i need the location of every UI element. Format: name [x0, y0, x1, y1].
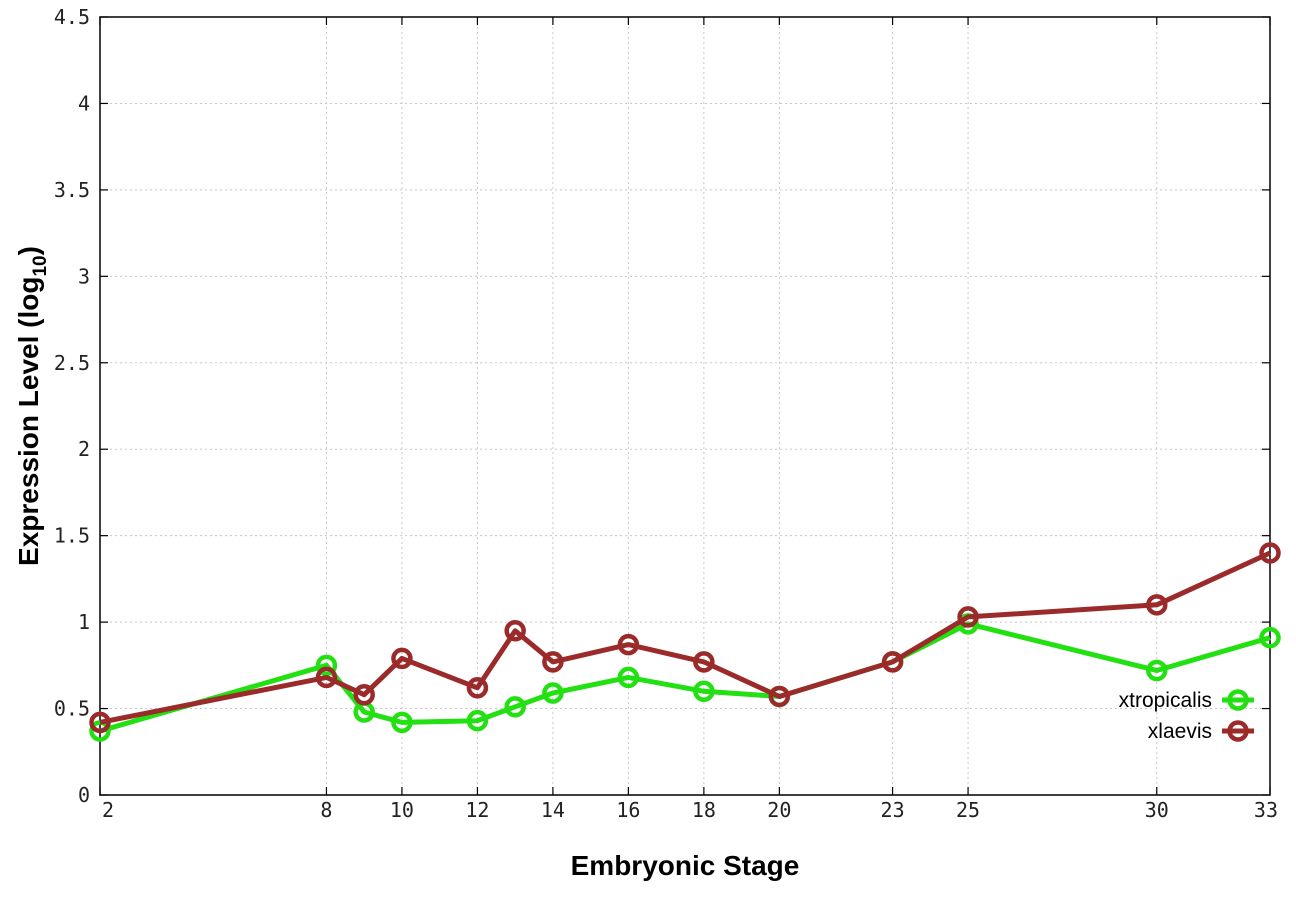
data-point-xtropicalis	[617, 666, 640, 689]
y-axis-title-subscript: 10	[30, 255, 51, 276]
data-point-xtropicalis	[315, 654, 338, 677]
x-tick-label: 23	[881, 798, 905, 822]
x-tick-label: 25	[956, 798, 980, 822]
x-tick-label: 2	[102, 798, 114, 822]
legend-item-xtropicalis: xtropicalis	[1119, 689, 1254, 712]
legend-marker-swatch	[1227, 689, 1249, 711]
y-tick-label: 1.5	[54, 524, 90, 548]
data-point-xlaevis	[542, 651, 564, 673]
x-tick-label: 10	[390, 798, 414, 822]
data-point-xlaevis	[881, 651, 904, 673]
legend-label: xtropicalis	[1119, 689, 1212, 712]
data-point-xtropicalis	[504, 696, 526, 718]
data-point-xlaevis	[89, 711, 111, 734]
y-tick-label: 0	[78, 783, 90, 807]
y-tick-label: 3.5	[54, 178, 90, 202]
y-tick-label: 2	[78, 437, 90, 461]
grid	[100, 17, 1270, 795]
legend-label: xlaevis	[1148, 720, 1212, 743]
data-point-xlaevis	[315, 666, 338, 689]
x-tick-label: 12	[465, 798, 489, 822]
data-point-xtropicalis	[1146, 659, 1168, 682]
x-tick-label: 20	[767, 798, 791, 822]
legend-marker-swatch	[1227, 720, 1249, 742]
x-axis-title: Embryonic Stage	[571, 850, 800, 881]
plot-frame	[99, 16, 1271, 796]
data-point-xlaevis	[466, 677, 489, 699]
data-point-xlaevis	[504, 620, 526, 642]
data-point-xtropicalis	[89, 720, 111, 742]
y-axis-title: Expression Level (log10)	[13, 246, 51, 566]
series-xtropicalis	[89, 613, 1281, 742]
data-point-xlaevis	[353, 683, 375, 706]
x-tick-label: 18	[692, 798, 716, 822]
legend: xtropicalis xlaevis	[1119, 689, 1254, 743]
data-point-xtropicalis	[542, 682, 564, 704]
data-point-xtropicalis	[1259, 626, 1281, 649]
data-point-xlaevis	[768, 685, 791, 708]
series-lines	[89, 542, 1281, 742]
data-point-xlaevis	[693, 651, 715, 673]
legend-item-xlaevis: xlaevis	[1148, 720, 1254, 743]
series-line-xlaevis	[99, 550, 1272, 725]
series-line-xtropicalis	[99, 621, 1271, 734]
data-point-xtropicalis	[391, 711, 413, 734]
y-tick-label: 0.5	[54, 697, 90, 721]
data-point-xtropicalis	[466, 709, 489, 732]
x-tick-label: 8	[320, 798, 332, 822]
y-tick-label: 4.5	[54, 5, 90, 29]
data-point-xtropicalis	[693, 680, 715, 703]
y-tick-label: 3	[78, 264, 90, 288]
x-tick-label: 30	[1145, 798, 1169, 822]
axis-ticks: 0 0.5 1 1.5 2 2.5 3 3.5 4 4.5 2 8 10 12 14 16 18 20 23 25 30…	[54, 5, 1278, 822]
y-tick-label: 2.5	[54, 351, 90, 375]
data-point-xlaevis	[1259, 542, 1281, 564]
data-point-xlaevis	[957, 606, 979, 628]
x-tick-label: 33	[1254, 798, 1278, 822]
y-tick-label: 4	[78, 91, 90, 115]
series-xlaevis	[89, 542, 1281, 734]
data-point-xlaevis	[391, 647, 413, 670]
y-tick-label: 1	[78, 610, 90, 634]
data-point-xlaevis	[1146, 594, 1168, 616]
x-tick-label: 14	[541, 798, 565, 822]
x-tick-label: 16	[616, 798, 640, 822]
data-point-xlaevis	[617, 633, 640, 656]
